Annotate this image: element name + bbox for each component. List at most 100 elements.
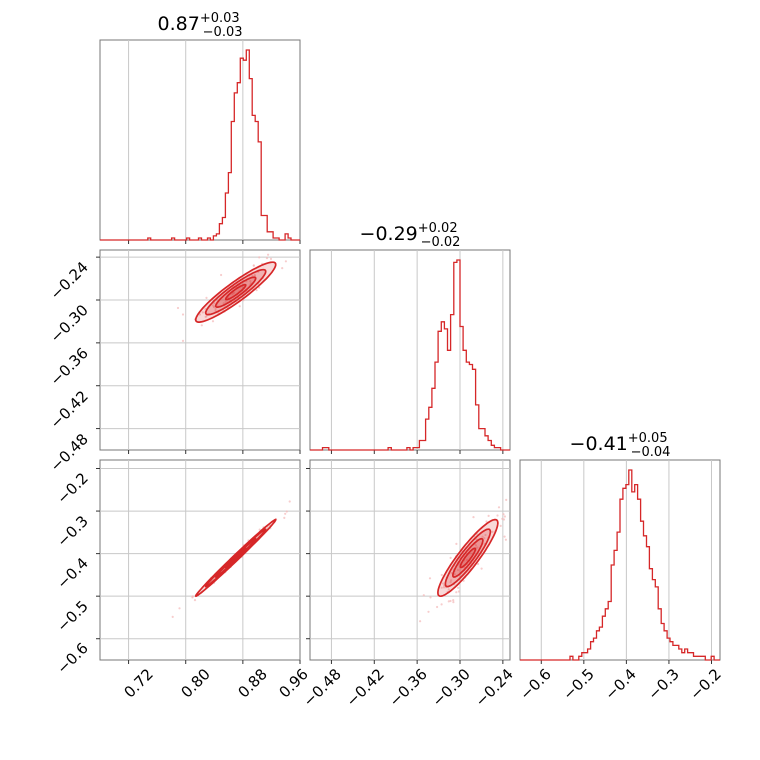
- ytick-p2-3: −0.3: [53, 512, 91, 550]
- xtick-p2-2: −0.4: [601, 665, 639, 703]
- sample-point: [499, 524, 502, 528]
- sample-point: [181, 313, 185, 316]
- chart-marks: [96, 40, 720, 664]
- title-p1-minus: −0.02: [421, 235, 461, 250]
- histogram-0: [100, 49, 300, 241]
- sample-point: [476, 546, 479, 549]
- contour-1-level-3: [223, 547, 247, 569]
- sample-point: [258, 256, 261, 259]
- sample-point: [283, 516, 286, 520]
- sample-point: [436, 605, 439, 609]
- xtick-p1-0: −0.48: [300, 665, 345, 710]
- panel-hist-p1: [309, 249, 511, 451]
- contour-2-level-3: [459, 547, 477, 569]
- panel-hist-p2: [519, 459, 721, 661]
- sample-point: [447, 600, 450, 603]
- sample-point: [481, 535, 484, 538]
- ytick-p2-0: −0.6: [53, 639, 91, 677]
- sample-point: [450, 572, 453, 575]
- sample-point: [281, 267, 284, 270]
- panel-scatter-p0-p2: [99, 459, 301, 661]
- sample-point: [238, 305, 241, 308]
- sample-point: [449, 556, 452, 560]
- sample-point: [477, 562, 480, 566]
- sample-point: [269, 257, 273, 260]
- sample-point: [447, 588, 450, 591]
- sample-point: [285, 510, 288, 513]
- sample-point: [503, 515, 506, 518]
- sample-point: [496, 514, 499, 517]
- sample-point: [252, 264, 255, 267]
- sample-point: [505, 498, 508, 501]
- sample-point: [224, 300, 227, 303]
- sample-point: [440, 603, 443, 606]
- ytick-p1-0: −0.48: [47, 430, 92, 475]
- sample-point: [193, 599, 197, 602]
- xtick-p1-1: −0.42: [343, 665, 388, 710]
- title-p0-minus: −0.03: [203, 25, 243, 40]
- sample-point: [181, 339, 185, 342]
- sample-point: [503, 535, 506, 538]
- xtick-p0-2: 0.88: [234, 665, 270, 701]
- title-p1-plus: +0.02: [418, 221, 458, 236]
- sample-point: [497, 506, 501, 509]
- xtick-p1-4: −0.24: [472, 665, 517, 710]
- sample-point: [456, 568, 460, 572]
- title-p2-value: −0.41: [570, 433, 628, 455]
- sample-point: [422, 594, 425, 597]
- sample-point: [465, 558, 468, 562]
- ytick-p1-1: −0.42: [47, 387, 92, 432]
- sample-point: [502, 518, 506, 521]
- sample-point: [288, 500, 291, 503]
- sample-point: [205, 296, 208, 299]
- sample-point: [452, 601, 455, 604]
- ytick-p1-2: −0.36: [47, 344, 92, 389]
- sample-point: [457, 590, 460, 593]
- sample-point: [501, 517, 504, 520]
- histogram-1: [310, 259, 510, 451]
- xtick-p2-3: −0.3: [644, 665, 682, 703]
- contour-0-level-1: [204, 268, 267, 316]
- title-p1-value: −0.29: [360, 223, 418, 245]
- sample-point: [480, 567, 483, 570]
- panel-hist-p0: [99, 39, 301, 241]
- sample-point: [171, 615, 174, 619]
- sample-point: [191, 595, 194, 598]
- panel-scatter-p1-p2: [309, 459, 511, 661]
- sample-point: [453, 573, 456, 576]
- contour-2-level-1: [444, 528, 492, 588]
- title-p2-plus: +0.05: [628, 431, 668, 446]
- title-p0: 0.87+0.03 −0.03: [158, 11, 243, 40]
- xtick-p2-1: −0.5: [559, 665, 597, 703]
- sample-point: [200, 324, 203, 327]
- sample-point: [258, 528, 261, 531]
- sample-point: [176, 306, 180, 310]
- sample-point: [214, 309, 217, 312]
- title-p0-plus: +0.03: [200, 11, 240, 26]
- sample-point: [232, 291, 236, 294]
- sample-point: [485, 520, 488, 523]
- sample-point: [449, 581, 452, 584]
- sample-point: [427, 610, 430, 613]
- title-p0-value: 0.87: [158, 13, 200, 35]
- sample-point: [455, 591, 458, 594]
- sample-point: [214, 307, 217, 311]
- panel-scatter-p0-p1: [99, 249, 301, 451]
- sample-point: [198, 313, 201, 316]
- xtick-p1-2: −0.36: [386, 665, 431, 710]
- xtick-p1-3: −0.30: [429, 665, 474, 710]
- ytick-p1-3: −0.30: [47, 301, 92, 346]
- sample-point: [442, 586, 446, 589]
- sample-point: [442, 582, 445, 585]
- xtick-p0-0: 0.72: [120, 665, 156, 701]
- title-p2-minus: −0.04: [631, 445, 671, 460]
- sample-point: [472, 516, 475, 519]
- sample-point: [265, 257, 269, 260]
- contour-0-level-3: [224, 283, 247, 301]
- sample-point: [502, 513, 505, 516]
- sample-point: [449, 599, 452, 603]
- sample-point: [255, 289, 258, 292]
- sample-point: [452, 599, 455, 602]
- ytick-p2-1: −0.5: [53, 597, 91, 635]
